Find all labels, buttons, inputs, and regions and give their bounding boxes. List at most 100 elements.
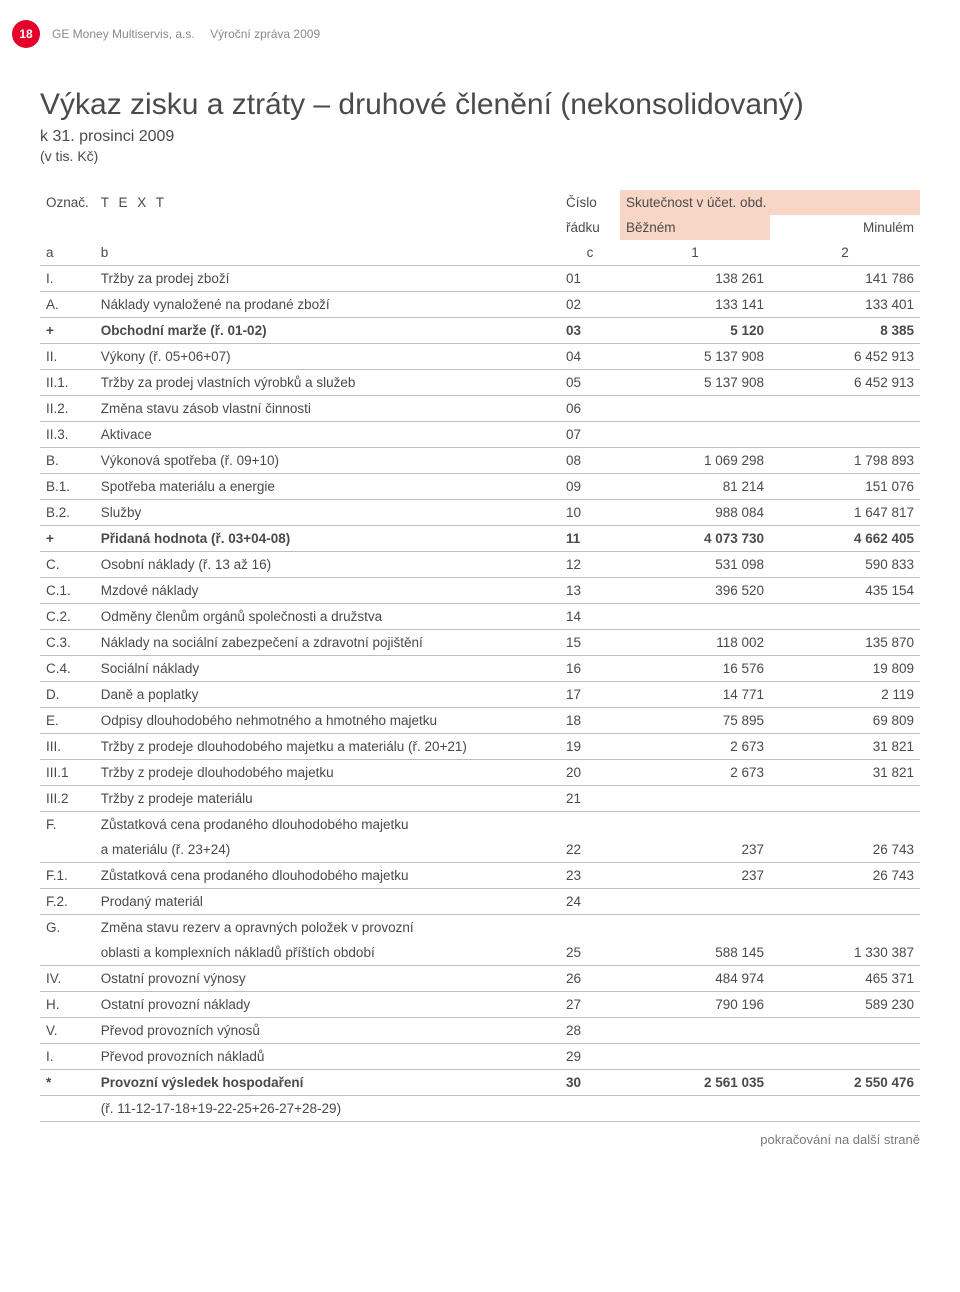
value-previous xyxy=(770,396,920,422)
value-previous: 465 371 xyxy=(770,966,920,992)
value-current: 14 771 xyxy=(620,682,770,708)
row-marker: G. xyxy=(40,915,95,941)
row-number: 01 xyxy=(560,266,620,292)
value-previous: 1 330 387 xyxy=(770,940,920,966)
row-marker: I. xyxy=(40,1044,95,1070)
value-current: 237 xyxy=(620,863,770,889)
row-number: 08 xyxy=(560,448,620,474)
row-text: Mzdové náklady xyxy=(95,578,560,604)
value-previous: 31 821 xyxy=(770,734,920,760)
row-text: Tržby za prodej vlastních výrobků a služ… xyxy=(95,370,560,396)
running-header: 18 GE Money Multiservis, a.s. Výroční zp… xyxy=(40,20,920,48)
value-previous: 590 833 xyxy=(770,552,920,578)
value-current: 237 xyxy=(620,837,770,863)
col-header-oznac: Označ. xyxy=(40,190,95,215)
row-number: 17 xyxy=(560,682,620,708)
row-marker: A. xyxy=(40,292,95,318)
col-header-text: T E X T xyxy=(95,190,560,215)
row-number: 30 xyxy=(560,1070,620,1096)
row-number: 09 xyxy=(560,474,620,500)
company-name: GE Money Multiservis, a.s. xyxy=(52,27,195,41)
row-text: Tržby z prodeje dlouhodobého majetku xyxy=(95,760,560,786)
value-current xyxy=(620,604,770,630)
value-current: 2 561 035 xyxy=(620,1070,770,1096)
table-row: C.3.Náklady na sociální zabezpečení a zd… xyxy=(40,630,920,656)
row-text: a materiálu (ř. 23+24) xyxy=(95,837,560,863)
row-marker: III. xyxy=(40,734,95,760)
row-marker: C.1. xyxy=(40,578,95,604)
value-current xyxy=(620,786,770,812)
row-number: 07 xyxy=(560,422,620,448)
row-text: Tržby za prodej zboží xyxy=(95,266,560,292)
row-text: (ř. 11-12-17-18+19-22-25+26-27+28-29) xyxy=(95,1096,560,1122)
table-row: F.2.Prodaný materiál24 xyxy=(40,889,920,915)
subtitle-date: k 31. prosinci 2009 xyxy=(40,128,920,146)
table-row: II.1.Tržby za prodej vlastních výrobků a… xyxy=(40,370,920,396)
value-current: 2 673 xyxy=(620,760,770,786)
row-text: Odměny členům orgánů společnosti a družs… xyxy=(95,604,560,630)
row-text: Odpisy dlouhodobého nehmotného a hmotnéh… xyxy=(95,708,560,734)
col-label-2: 2 xyxy=(770,240,920,266)
row-text: Daně a poplatky xyxy=(95,682,560,708)
row-number: 19 xyxy=(560,734,620,760)
row-number: 22 xyxy=(560,837,620,863)
row-number: 10 xyxy=(560,500,620,526)
value-current xyxy=(620,1018,770,1044)
row-text: Zůstatková cena prodaného dlouhodobého m… xyxy=(95,863,560,889)
value-previous xyxy=(770,604,920,630)
row-text: Sociální náklady xyxy=(95,656,560,682)
value-previous xyxy=(770,1018,920,1044)
value-current: 81 214 xyxy=(620,474,770,500)
value-current xyxy=(620,1044,770,1070)
value-previous: 6 452 913 xyxy=(770,370,920,396)
row-marker: * xyxy=(40,1070,95,1096)
table-row: B.2.Služby10988 0841 647 817 xyxy=(40,500,920,526)
row-text: Obchodní marže (ř. 01-02) xyxy=(95,318,560,344)
row-marker: H. xyxy=(40,992,95,1018)
col-label-c: c xyxy=(560,240,620,266)
table-row: B.1.Spotřeba materiálu a energie0981 214… xyxy=(40,474,920,500)
value-current xyxy=(620,396,770,422)
value-current: 1 069 298 xyxy=(620,448,770,474)
row-number: 25 xyxy=(560,940,620,966)
row-number: 16 xyxy=(560,656,620,682)
row-number: 04 xyxy=(560,344,620,370)
row-number: 29 xyxy=(560,1044,620,1070)
value-current: 133 141 xyxy=(620,292,770,318)
table-header-row-3: a b c 1 2 xyxy=(40,240,920,266)
continuation-note: pokračování na další straně xyxy=(40,1132,920,1147)
row-number xyxy=(560,915,620,941)
table-header-row-1: Označ. T E X T Číslo Skutečnost v účet. … xyxy=(40,190,920,215)
col-label-a: a xyxy=(40,240,95,266)
value-previous: 1 798 893 xyxy=(770,448,920,474)
row-number: 13 xyxy=(560,578,620,604)
col-header-skutecnost: Skutečnost v účet. obd. xyxy=(620,190,920,215)
income-statement-table: Označ. T E X T Číslo Skutečnost v účet. … xyxy=(40,190,920,1122)
value-current xyxy=(620,915,770,941)
row-number xyxy=(560,1096,620,1122)
table-row: *Provozní výsledek hospodaření302 561 03… xyxy=(40,1070,920,1096)
table-row: C.1.Mzdové náklady13396 520435 154 xyxy=(40,578,920,604)
row-number: 24 xyxy=(560,889,620,915)
value-current: 5 120 xyxy=(620,318,770,344)
table-row: II.Výkony (ř. 05+06+07)045 137 9086 452 … xyxy=(40,344,920,370)
value-current: 75 895 xyxy=(620,708,770,734)
row-marker: E. xyxy=(40,708,95,734)
value-previous xyxy=(770,422,920,448)
value-previous: 135 870 xyxy=(770,630,920,656)
value-previous xyxy=(770,1096,920,1122)
row-text: Spotřeba materiálu a energie xyxy=(95,474,560,500)
row-marker: F. xyxy=(40,812,95,838)
row-text: Zůstatková cena prodaného dlouhodobého m… xyxy=(95,812,560,838)
table-row: V.Převod provozních výnosů28 xyxy=(40,1018,920,1044)
row-text: Osobní náklady (ř. 13 až 16) xyxy=(95,552,560,578)
row-marker: C. xyxy=(40,552,95,578)
value-previous xyxy=(770,1044,920,1070)
row-text: oblasti a komplexních nákladů příštích o… xyxy=(95,940,560,966)
row-text: Změna stavu rezerv a opravných položek v… xyxy=(95,915,560,941)
row-marker: I. xyxy=(40,266,95,292)
row-marker: B. xyxy=(40,448,95,474)
row-number: 05 xyxy=(560,370,620,396)
value-previous: 31 821 xyxy=(770,760,920,786)
row-text: Výkonová spotřeba (ř. 09+10) xyxy=(95,448,560,474)
